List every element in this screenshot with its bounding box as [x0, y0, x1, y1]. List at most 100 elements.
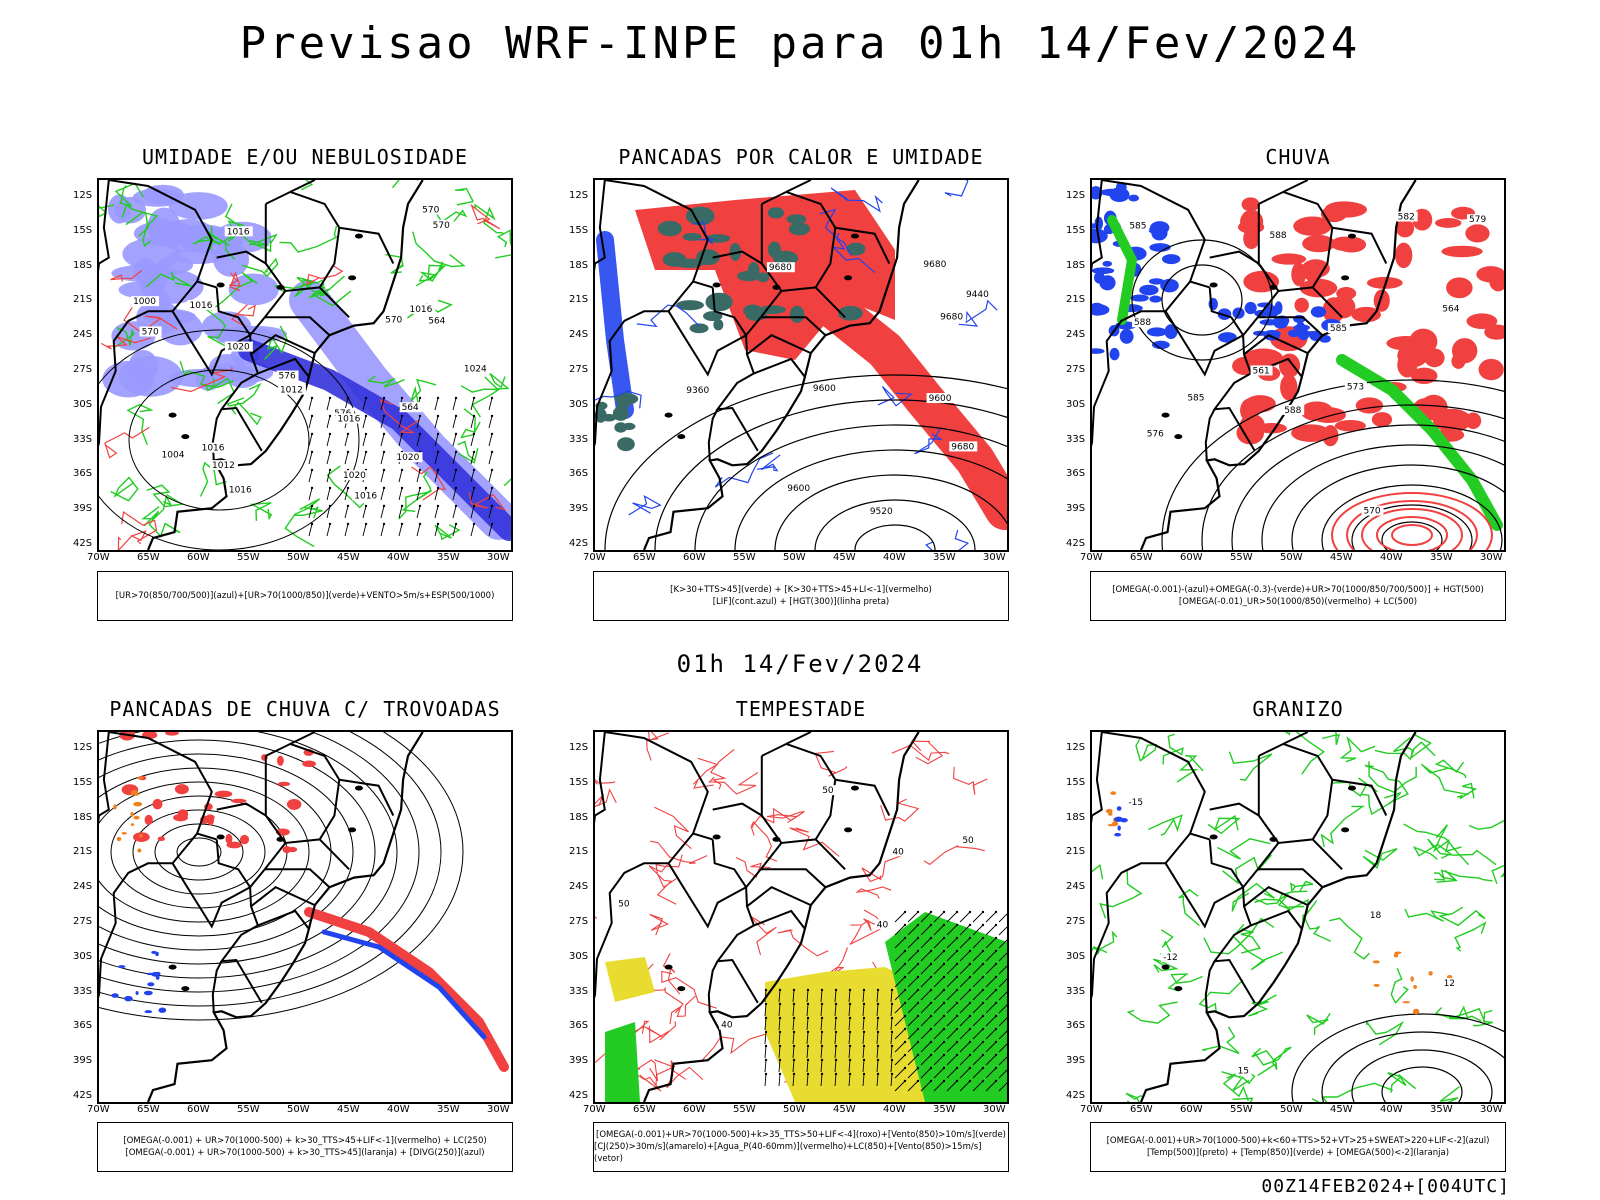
lat-label: 15S: [569, 776, 589, 788]
panel-1-title: UMIDADE E/OU NEBULOSIDADE: [141, 145, 469, 169]
legend-line: [UR>70(850/700/500)](azul)+[UR>70(1000/8…: [115, 591, 495, 601]
lat-label: 27S: [569, 916, 589, 927]
lon-label: 70W: [1080, 552, 1103, 563]
lon-label: 30W: [1480, 552, 1503, 563]
contour-label: 573: [1347, 383, 1364, 393]
mid-title: 01h 14/Fev/2024: [676, 650, 924, 678]
contour-label: 576: [1147, 429, 1164, 439]
lat-label: 42S: [73, 538, 93, 549]
contour-label: 9680: [769, 263, 792, 273]
map-tempestade: 40 50 40 50 40 50: [593, 730, 1009, 1104]
contour-label: 1012: [212, 461, 235, 471]
map-chuva: 585 588 588 585 585 582 579 576 573 570 564 561 588: [1090, 178, 1506, 552]
contour-label: 588: [1134, 318, 1151, 328]
contour-label: 1020: [227, 343, 250, 353]
contour-label: 40: [877, 920, 889, 930]
lat-label: 30S: [73, 950, 93, 962]
contour-label: 9600: [929, 394, 952, 404]
lat-label: 15S: [1066, 776, 1086, 788]
lat-label: 21S: [73, 294, 93, 306]
lon-label: 50W: [287, 1104, 310, 1115]
contour-label: 9600: [813, 384, 836, 394]
lat-label: 30S: [569, 398, 589, 410]
panel-4-title: PANCADAS DE CHUVA C/ TROVOADAS: [109, 697, 501, 721]
legend-line: [Temp(500)](preto) + [Temp(850)](verde) …: [1146, 1148, 1450, 1158]
contour-label: 1020: [396, 453, 419, 463]
lon-label: 45W: [1330, 1104, 1353, 1115]
contour-label: 1024: [464, 364, 487, 374]
panel-3-legend: [OMEGA(-0.001)-(azul)+OMEGA(-0.3)-(verde…: [1090, 571, 1506, 621]
lat-label: 12S: [1066, 742, 1086, 753]
lon-label: 30W: [487, 552, 510, 563]
lat-label: 24S: [569, 329, 589, 341]
lat-label: 33S: [1066, 433, 1086, 445]
contour-label: 570: [142, 327, 159, 337]
lon-label: 35W: [933, 1104, 956, 1115]
contour-label: -12: [1163, 953, 1178, 963]
lat-label: 27S: [73, 364, 93, 375]
lon-label: 40W: [387, 552, 410, 563]
contour-label: 582: [1398, 213, 1415, 223]
lat-label: 33S: [569, 433, 589, 445]
footer-timestamp: 00Z14FEB2024+[004UTC]: [1261, 1176, 1510, 1197]
lon-label: 35W: [1430, 1104, 1453, 1115]
lat-label: 18S: [1066, 811, 1086, 823]
contour-label: 40: [721, 1020, 733, 1030]
lon-label: 60W: [187, 552, 210, 563]
legend-line: [OMEGA(-0.001) + UR>70(1000-500) + k>30_…: [125, 1148, 485, 1158]
lat-label: 12S: [1066, 190, 1086, 201]
map-trovoadas: [97, 730, 513, 1104]
contour-label: 564: [1442, 304, 1459, 314]
map-pancadas-calor: 9680 9600 9680 9680 9680 9520 9440 9360 9600 9600: [593, 178, 1009, 552]
contour-label: 588: [1284, 406, 1301, 416]
lon-label: 30W: [1480, 1104, 1503, 1115]
panel-3-title: CHUVA: [1265, 145, 1331, 169]
panel-4-legend: [OMEGA(-0.001) + UR>70(1000-500) + k>30_…: [97, 1122, 513, 1172]
panel-2-legend: [K>30+TTS>45](verde) + [K>30+TTS>45+LI<-…: [593, 571, 1009, 621]
lat-label: 30S: [569, 950, 589, 962]
legend-line: [OMEGA(-0.001) + UR>70(1000-500) + k>30_…: [123, 1136, 487, 1146]
lat-label: 42S: [569, 1090, 589, 1101]
contour-label: 1004: [162, 451, 185, 461]
contour-label: 9520: [870, 507, 893, 517]
lon-label: 65W: [633, 1104, 656, 1115]
lon-label: 45W: [833, 552, 856, 563]
lat-label: 21S: [1066, 846, 1086, 858]
contour-label: 1016: [202, 444, 225, 454]
lat-label: 39S: [569, 1055, 589, 1067]
lat-label: 33S: [569, 985, 589, 997]
lat-label: 33S: [73, 433, 93, 445]
lon-label: 30W: [983, 552, 1006, 563]
lon-label: 70W: [583, 1104, 606, 1115]
lat-label: 39S: [73, 1055, 93, 1067]
legend-line: [K>30+TTS>45](verde) + [K>30+TTS>45+LI<-…: [670, 585, 932, 595]
lat-label: 24S: [73, 881, 93, 893]
contour-label: 585: [1129, 222, 1146, 232]
panel-1-legend: [UR>70(850/700/500)](azul)+[UR>70(1000/8…: [97, 571, 513, 621]
lat-label: 24S: [1066, 881, 1086, 893]
map-canvas: 40 50 40 50 40 50: [595, 732, 1007, 1102]
lon-label: 40W: [387, 1104, 410, 1115]
contour-label: 1016: [229, 485, 252, 495]
lat-label: 39S: [73, 503, 93, 515]
map-umidade: 1016 1016 1016 1016 1016 1020 1024 1020 1012 1012…: [97, 178, 513, 552]
lat-label: 21S: [569, 846, 589, 858]
lon-label: 55W: [733, 552, 756, 563]
legend-line: [OMEGA(-0.001)+UR>70(1000-500)+k>35_TTS>…: [596, 1130, 1006, 1140]
map-canvas: [99, 732, 509, 1102]
contour-label: 585: [1330, 324, 1347, 334]
contour-label: 18: [1370, 911, 1382, 921]
lat-label: 39S: [1066, 1055, 1086, 1067]
legend-line: [OMEGA(-0.001)+UR>70(1000-500)+k<60+TTS>…: [1106, 1136, 1490, 1146]
lon-label: 45W: [337, 552, 360, 563]
contour-label: 1016: [227, 227, 250, 237]
contour-label: 9680: [923, 260, 946, 270]
lon-label: 55W: [237, 552, 260, 563]
lon-label: 35W: [437, 1104, 460, 1115]
contour-label: 570: [422, 206, 439, 216]
panel-6-legend: [OMEGA(-0.001)+UR>70(1000-500)+k<60+TTS>…: [1090, 1122, 1506, 1172]
lat-label: 36S: [73, 468, 93, 480]
lon-label: 55W: [1230, 1104, 1253, 1115]
lat-label: 39S: [1066, 503, 1086, 515]
contour-label: 1020: [343, 471, 366, 481]
